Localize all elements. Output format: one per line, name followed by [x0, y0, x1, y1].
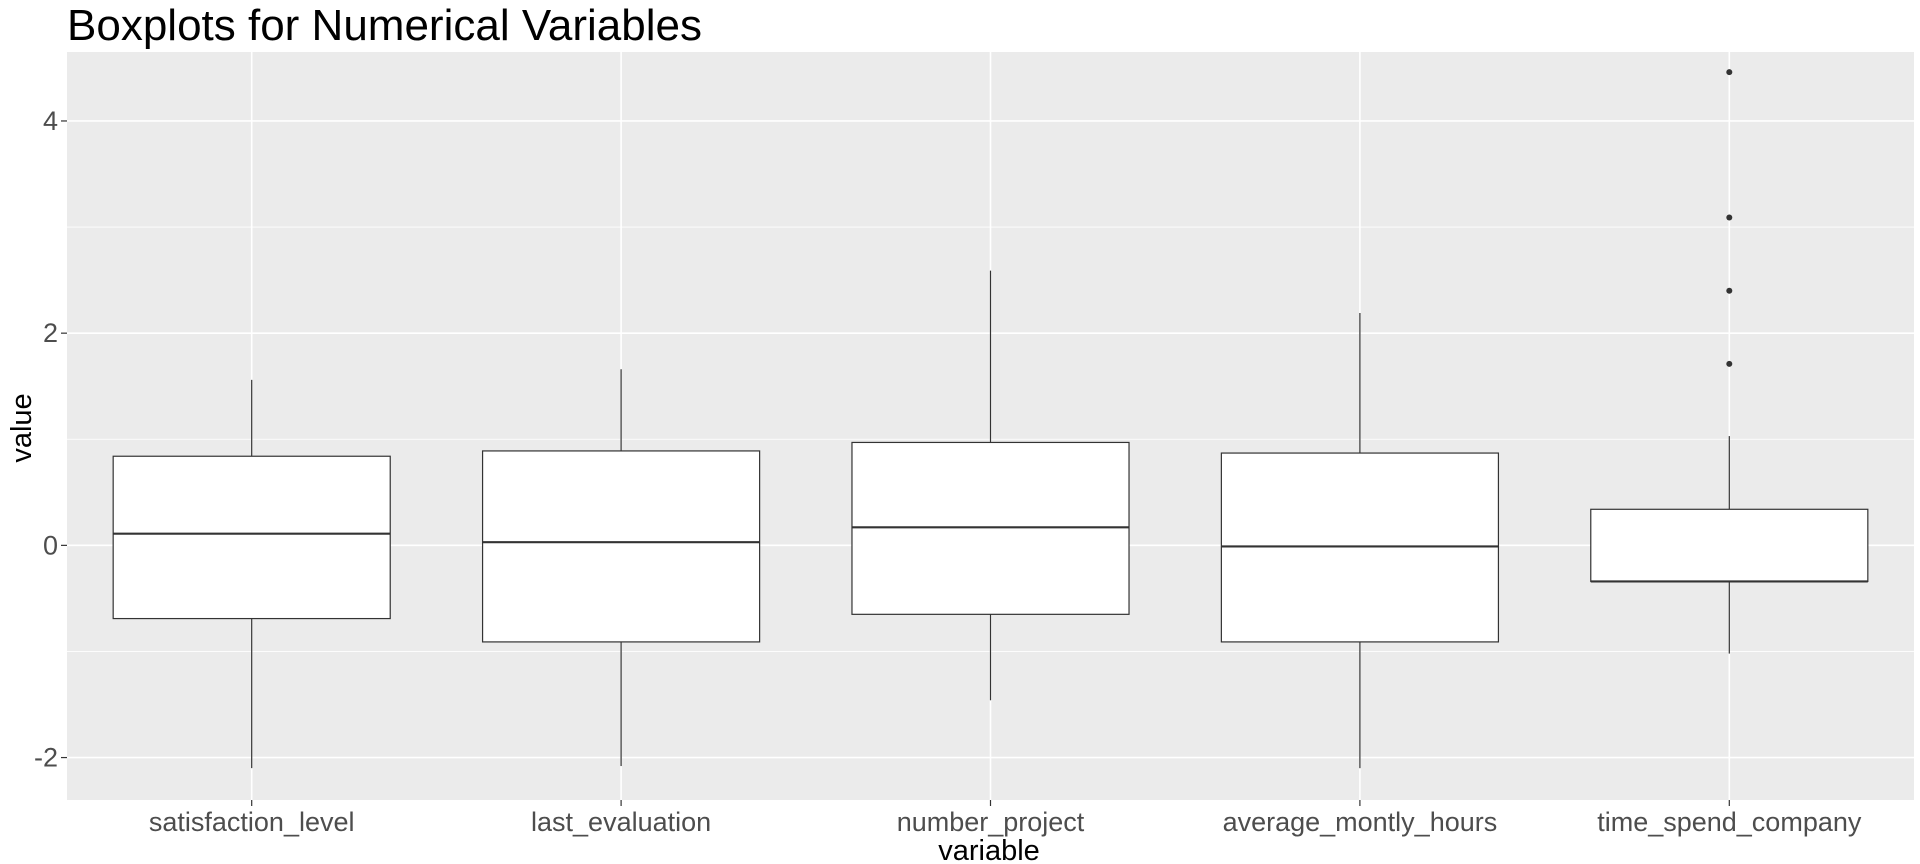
- x-tick-label: satisfaction_level: [149, 807, 355, 837]
- chart-title: Boxplots for Numerical Variables: [67, 1, 702, 50]
- box-body: [112, 455, 391, 620]
- box-body: [481, 450, 761, 643]
- outlier-point: [1726, 360, 1733, 367]
- y-tick-label: -2: [34, 743, 58, 773]
- x-tick-label: average_montly_hours: [1223, 807, 1498, 837]
- x-tick-label: number_project: [897, 807, 1085, 837]
- x-tick-label: time_spend_company: [1597, 807, 1862, 837]
- box-average_montly_hours: [1220, 313, 1500, 769]
- outlier-point: [1726, 69, 1733, 76]
- box-series: [112, 69, 1869, 769]
- y-axis: -2 0 2 4: [34, 106, 67, 773]
- box-body: [1590, 508, 1869, 583]
- y-tick-label: 4: [43, 106, 58, 136]
- box-number_project: [851, 270, 1130, 701]
- y-tick-label: 2: [43, 318, 58, 348]
- y-axis-title: value: [6, 393, 38, 462]
- box-satisfaction_level: [112, 379, 391, 769]
- x-axis: satisfaction_level last_evaluation number_…: [149, 800, 1862, 837]
- x-axis-title: variable: [938, 835, 1040, 864]
- x-tick-label: last_evaluation: [531, 807, 711, 837]
- y-tick-label: 0: [43, 530, 58, 560]
- box-last_evaluation: [481, 369, 761, 767]
- outlier-point: [1726, 287, 1733, 294]
- box-time_spend_company: [1590, 69, 1869, 654]
- outlier-point: [1726, 214, 1733, 221]
